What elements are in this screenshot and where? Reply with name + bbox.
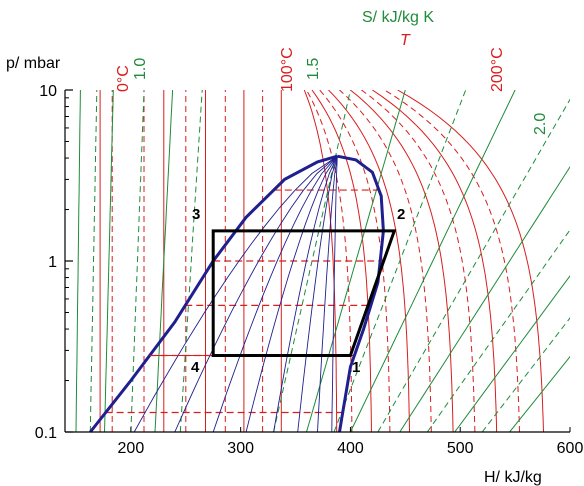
- ticks: 200 300 400 500 600 0.1 1 10: [35, 83, 584, 457]
- isentrope-liquid-1: [89, 90, 98, 432]
- quality-line-7: [331, 156, 338, 433]
- curve-family-layer: [75, 90, 570, 432]
- isotherm-label-0c: 0°C: [115, 65, 132, 92]
- isentrope-vapor-6: [426, 229, 570, 432]
- isentrope-liquid-4: [154, 90, 174, 432]
- saturation-dome: [89, 154, 385, 433]
- isotherm-vapor-1: [311, 90, 372, 432]
- isotherm-vapor-dashed-2: [339, 90, 432, 432]
- state-label-3: 3: [192, 206, 200, 223]
- state-label-1: 1: [352, 359, 360, 376]
- isentrope-label-2-0: 2.0: [532, 113, 549, 135]
- quality-line-6: [317, 156, 338, 433]
- quality-line-3: [245, 155, 338, 433]
- isentrope-vapor-4: [377, 98, 570, 432]
- quality-line-2: [212, 155, 338, 433]
- isentrope-label-1-5: 1.5: [305, 58, 322, 80]
- entropy-legend-label: S/ kJ/kg K: [362, 9, 434, 26]
- isentrope-vapor-5: [399, 166, 570, 432]
- y-tick-label-0: 0.1: [35, 425, 57, 442]
- isotherm-vapor-5: [397, 90, 544, 432]
- y-tick-label-1: 1: [48, 254, 57, 271]
- isotherm-vapor-dashed-3: [361, 90, 476, 432]
- x-axis-label: H/ kJ/kg: [484, 469, 542, 486]
- isentrope-vapor-8: [481, 317, 570, 432]
- isentrope-vapor-9: [509, 355, 570, 432]
- isotherm-vapor-2: [328, 90, 410, 432]
- x-tick-label-1: 300: [227, 440, 254, 457]
- isotherm-vapor-4: [372, 90, 498, 432]
- state-label-4: 4: [191, 359, 200, 376]
- isentrope-vapor-2: [333, 90, 467, 432]
- isotherm-label-200c: 200°C: [489, 47, 506, 92]
- isotherm-label-100c: 100°C: [279, 47, 296, 92]
- isentrope-liquid-5: [179, 90, 203, 432]
- y-tick-label-2: 10: [39, 83, 57, 100]
- isentrope-vapor-3: [349, 90, 516, 432]
- isentrope-liquid-2: [104, 90, 114, 432]
- isentrope-vapor-0: [273, 90, 351, 432]
- quality-line-1: [174, 155, 338, 433]
- saturated-vapor-line: [337, 154, 385, 433]
- isentrope-liquid-0: [75, 90, 81, 432]
- isentrope-vapor-1: [306, 90, 406, 432]
- isotherm-vapor-dashed-1: [319, 90, 391, 432]
- isentrope-vapor-7: [454, 275, 570, 432]
- cycle-outline: [211, 229, 397, 357]
- isentrope-liquid-3: [130, 90, 145, 432]
- isotherm-vapor-3: [350, 90, 454, 432]
- y-axis-label: p/ mbar: [6, 55, 61, 72]
- isotherm-vapor-dashed-4: [384, 90, 520, 432]
- x-tick-label-4: 600: [557, 440, 584, 457]
- isotherm-vapor-0: [303, 90, 338, 432]
- state-label-2: 2: [397, 206, 405, 223]
- temperature-legend-label: T: [400, 32, 411, 49]
- x-tick-label-2: 400: [337, 440, 364, 457]
- x-tick-label-3: 500: [447, 440, 474, 457]
- cycle-path: [149, 229, 397, 357]
- saturated-liquid-line: [89, 154, 338, 433]
- quality-line-4: [273, 156, 338, 433]
- isentrope-label-1-0: 1.0: [132, 58, 149, 80]
- x-tick-label-0: 200: [118, 440, 145, 457]
- quality-line-0: [133, 155, 338, 433]
- quality-line-5: [297, 156, 338, 433]
